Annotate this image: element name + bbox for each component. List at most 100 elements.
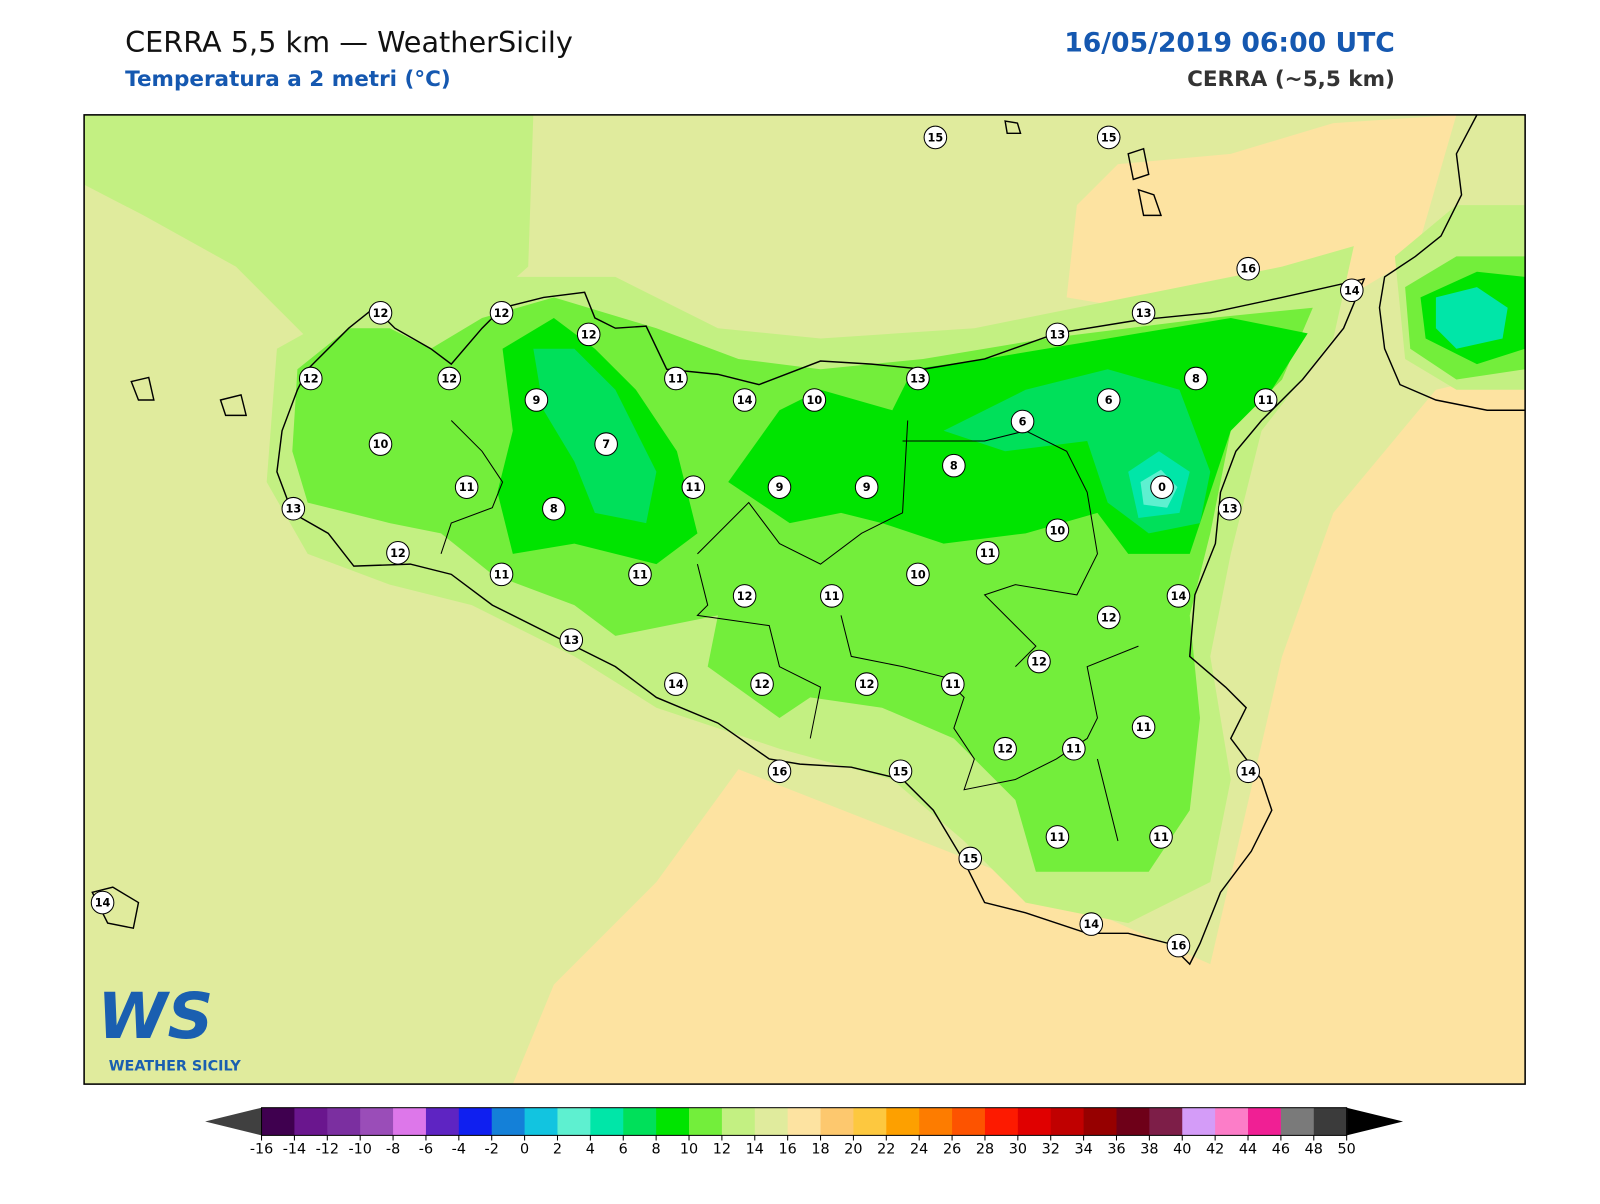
station-label: 14 [1171,590,1187,603]
station-label: 8 [550,503,558,516]
colorbar-cell [787,1107,822,1136]
station-label: 13 [1050,328,1066,341]
colorbar-cell [1182,1107,1216,1136]
station-marker [942,453,966,478]
station-marker [1096,388,1121,412]
colorbar-tick-label: -12 [316,1142,339,1158]
colorbar-tick-label: 8 [652,1142,661,1158]
colorbar-cell [623,1107,657,1136]
station-marker [958,846,983,871]
colorbar-cell [1215,1107,1249,1136]
colorbar-cell [820,1107,854,1136]
colorbar-tick-label: 10 [680,1142,698,1158]
station-label: 11 [632,568,648,581]
station-marker [594,432,618,456]
station-label: 6 [1019,416,1027,429]
colorbar-tick-label: 22 [877,1142,895,1158]
station-label: 15 [1101,131,1117,144]
colorbar-cell [590,1107,624,1136]
station-label: 12 [303,372,319,385]
station-label: 15 [962,852,978,865]
colorbar-cell [1313,1107,1348,1136]
colorbar-cell [1149,1107,1183,1136]
sicily-coast [276,277,1366,966]
colorbar-tick-label: 26 [943,1142,961,1158]
station-label: 11 [824,590,840,603]
station-label: 10 [373,438,389,451]
colorbar-tick-label: 40 [1173,1142,1191,1158]
station-label: 9 [863,481,871,494]
colorbar-cell [294,1107,328,1136]
colorbar-tick-label: -4 [452,1142,466,1158]
station-marker [542,496,566,521]
islands [91,120,1163,930]
colorbar-tick-label: 16 [779,1142,797,1158]
station-label: 10 [910,568,926,581]
station-label: 8 [950,460,958,473]
colorbar-tick-label: 32 [1042,1142,1060,1158]
colorbar-tick-label: -2 [485,1142,499,1158]
colorbar-cell [853,1107,887,1136]
station-marker [628,562,652,587]
station-marker [1045,518,1070,543]
colorbar-cell [360,1107,394,1136]
colorbar-cell [1280,1107,1315,1136]
station-label: 11 [1050,831,1066,844]
station-label: 11 [1136,721,1152,734]
colorbar-outline [261,1107,1348,1136]
colorbar-tick-label: 28 [976,1142,994,1158]
colorbar-cell [919,1107,953,1136]
colorbar-tick-label: -8 [386,1142,400,1158]
map-frame [83,114,1526,1085]
station-label: 13 [285,503,301,516]
coastlines [91,114,1526,966]
station-marker [923,125,948,150]
title: CERRA 5,5 km — WeatherSicily [125,25,573,59]
station-marker [854,672,879,696]
colorbar-tick-label: 14 [746,1142,764,1158]
colorbar-cell [952,1107,986,1136]
cold-field [1435,287,1508,349]
station-label: 8 [1192,372,1200,385]
logo-name: WEATHER SICILY [109,1059,242,1075]
colorbar-cell [754,1107,789,1136]
station-label: 6 [1105,394,1113,407]
colorbar: -16 -14 -12 -10 -8 -6 -4 -2 0 2 4 6 8 10 12 14 16 18 20 22 2… [205,1107,1404,1158]
station-marker [1131,301,1156,325]
colorbar-tick-label: 36 [1107,1142,1125,1158]
colorbar-over [1346,1107,1404,1136]
colorbar-tick-label: 4 [586,1142,595,1158]
station-marker [975,541,1000,565]
station-marker [1339,278,1364,303]
station-marker [854,475,879,499]
station-marker [454,475,479,499]
colorbar-cell [886,1107,920,1136]
colorbar-cell [393,1107,427,1136]
colorbar-tick-label: 0 [520,1142,529,1158]
station-label: 14 [95,897,111,910]
colorbar-tick-label: 30 [1009,1142,1027,1158]
colorbar-cell [1050,1107,1085,1136]
station-label: 12 [997,743,1013,756]
station-marker [819,584,844,608]
station-marker [906,366,930,391]
field [84,114,1526,1085]
station-label: 13 [910,372,926,385]
colorbar-cell [1083,1107,1118,1136]
station-marker [1236,759,1260,784]
logo-mark: WS [97,979,213,1053]
station-marker [576,322,601,347]
station-label: 12 [581,328,597,341]
station-label: 12 [754,678,770,691]
station-label: 11 [1153,831,1169,844]
station-marker [1010,409,1035,434]
station-label: 15 [928,131,944,144]
station-marker [489,301,514,325]
station-label: 10 [1050,524,1066,537]
colorbar-tick-label: -14 [283,1142,306,1158]
station-label: 16 [1240,263,1256,276]
station-label: 11 [668,372,684,385]
colorbar-tick-label: 38 [1140,1142,1158,1158]
